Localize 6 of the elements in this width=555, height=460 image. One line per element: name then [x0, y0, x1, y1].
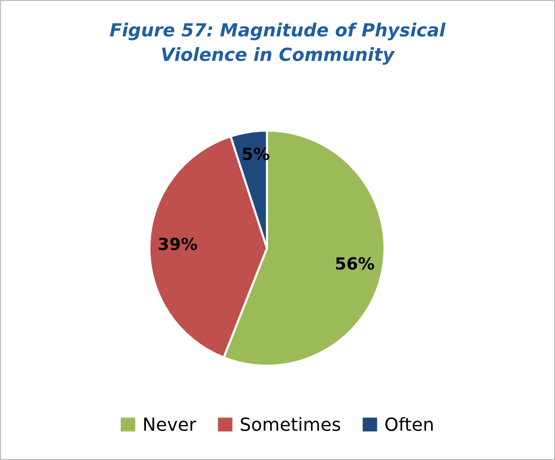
data-label: 39% — [158, 238, 198, 250]
legend-label: Sometimes — [240, 417, 340, 432]
legend-label: Often — [385, 417, 433, 432]
data-label: 56% — [336, 257, 374, 270]
chart-title: Figure 57: Magnitude of Physical Violence in Community — [110, 22, 446, 65]
legend-label: Never — [144, 418, 196, 432]
